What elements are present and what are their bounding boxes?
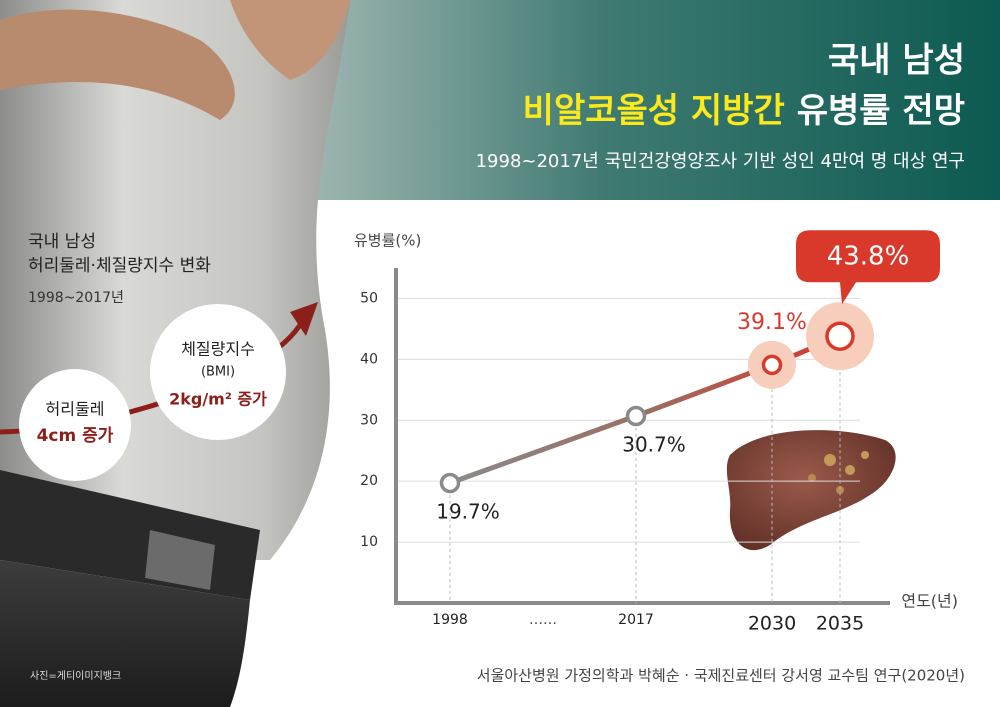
value-label: 39.1% <box>737 310 807 335</box>
title-line1: 국내 남성 <box>828 41 965 81</box>
y-tick-label: 40 <box>360 351 378 367</box>
title-line2: 비알코올성 지방간 유병률 전망 <box>523 91 965 131</box>
subtitle: 1998~2017년 국민건강영양조사 기반 성인 4만여 명 대상 연구 <box>476 151 965 172</box>
x-break-label: …… <box>529 612 557 628</box>
header-band <box>280 0 1000 200</box>
y-tick-label: 10 <box>360 534 378 550</box>
y-axis-label: 유병률(%) <box>354 232 421 250</box>
point <box>439 472 461 494</box>
point <box>761 354 783 376</box>
x-tick-label: 2035 <box>816 613 864 635</box>
y-tick-label: 30 <box>360 412 378 428</box>
waist-label: 허리둘레 <box>46 400 105 419</box>
title-rest: 유병률 전망 <box>797 91 965 131</box>
left-title2: 허리둘레·체질량지수 변화 <box>28 256 211 276</box>
bmi-abbr: (BMI) <box>201 365 235 380</box>
left-period: 1998~2017년 <box>28 290 124 306</box>
bmi-change: 2kg/m² 증가 <box>169 390 267 409</box>
x-tick-label: 1998 <box>432 612 468 628</box>
waist-bubble <box>19 369 131 481</box>
x-axis-label: 연도(년) <box>901 592 958 611</box>
x-tick-label: 2017 <box>618 612 654 628</box>
waist-change: 4cm 증가 <box>37 426 114 446</box>
series-line <box>449 333 841 486</box>
axes <box>394 268 890 605</box>
value-label: 43.8% <box>827 242 910 272</box>
photo-credit: 사진=게티이미지뱅크 <box>30 670 121 682</box>
point <box>625 405 647 427</box>
point <box>825 321 855 351</box>
value-label: 19.7% <box>436 500 500 524</box>
bmi-bubble <box>150 304 286 440</box>
left-title1: 국내 남성 <box>28 232 96 252</box>
bmi-label: 체질량지수 <box>181 340 255 359</box>
value-label: 30.7% <box>622 433 686 457</box>
y-tick-label: 50 <box>360 290 378 306</box>
y-tick-label: 20 <box>360 473 378 489</box>
callout <box>796 230 940 305</box>
trend-arrowhead <box>290 302 318 336</box>
source: 서울아산병원 가정의학과 박혜순 · 국제진료센터 강서영 교수팀 연구(202… <box>477 667 965 685</box>
x-tick-label: 2030 <box>748 613 796 635</box>
title-highlight: 비알코올성 지방간 <box>523 91 785 131</box>
liver-illustration <box>726 430 896 551</box>
